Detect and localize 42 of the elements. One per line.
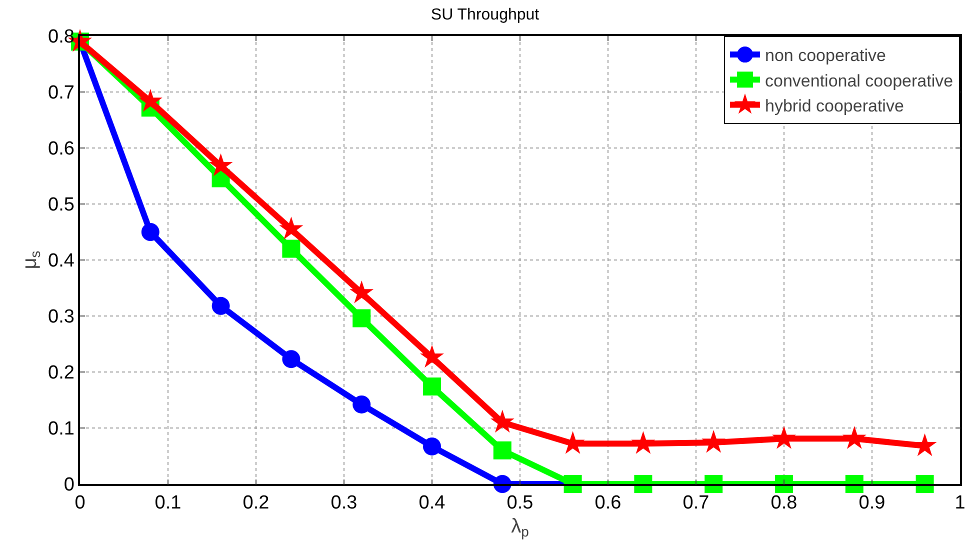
y-tick-label: 0.6 bbox=[48, 138, 74, 160]
point bbox=[490, 410, 514, 433]
x-tick-label: 0.8 bbox=[770, 492, 798, 514]
legend-label: non cooperative bbox=[765, 46, 886, 66]
x-tick-label: 0.2 bbox=[242, 492, 270, 514]
point bbox=[631, 431, 656, 454]
point bbox=[423, 437, 441, 456]
y-tick-label: 0 bbox=[64, 474, 74, 496]
point bbox=[772, 426, 796, 449]
point bbox=[208, 153, 233, 176]
legend-label: hybrid cooperative bbox=[765, 96, 904, 116]
point bbox=[493, 441, 512, 460]
point bbox=[282, 350, 300, 368]
x-tick-label: 0.6 bbox=[594, 492, 622, 514]
x-tick-label: 1 bbox=[954, 492, 966, 514]
y-tick-label: 0.7 bbox=[48, 82, 74, 104]
point bbox=[352, 395, 371, 414]
point bbox=[279, 216, 304, 240]
x-tick-label: 0.5 bbox=[506, 492, 534, 514]
point bbox=[141, 223, 160, 241]
legend-label: conventional cooperative bbox=[765, 71, 954, 90]
x-tick-label: 0.3 bbox=[330, 492, 358, 514]
point bbox=[212, 296, 230, 315]
chart-title: SU Throughput bbox=[430, 6, 540, 24]
x-tick-label: 0.7 bbox=[682, 492, 710, 514]
y-tick-label: 0.2 bbox=[48, 362, 74, 384]
x-axis-title: λ$_{p}$ bbox=[511, 516, 530, 540]
y-tick-label: 0.3 bbox=[48, 306, 74, 328]
point bbox=[352, 309, 371, 328]
x-tick-label: 0.9 bbox=[858, 492, 886, 514]
point bbox=[420, 344, 444, 368]
y-tick-label: 0.1 bbox=[48, 418, 74, 440]
y-tick-label: 0.4 bbox=[48, 250, 75, 272]
y-tick-label: 0.5 bbox=[48, 194, 74, 216]
point bbox=[423, 378, 441, 396]
x-tick-label: 0.1 bbox=[154, 492, 182, 514]
x-tick-label: 0.4 bbox=[418, 492, 446, 514]
point bbox=[350, 280, 374, 304]
point bbox=[282, 240, 300, 258]
point bbox=[138, 88, 162, 112]
point bbox=[842, 426, 866, 449]
point bbox=[702, 430, 726, 453]
